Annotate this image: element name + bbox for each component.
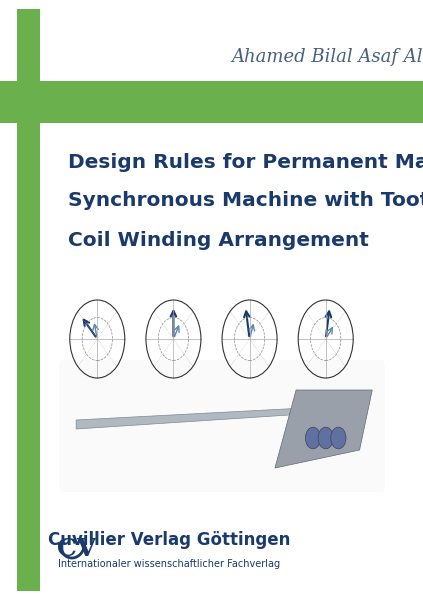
Circle shape — [305, 427, 321, 449]
Text: Coil Winding Arrangement: Coil Winding Arrangement — [68, 230, 368, 250]
Text: CV: CV — [57, 537, 96, 561]
Text: Cuvillier Verlag Göttingen: Cuvillier Verlag Göttingen — [48, 531, 290, 549]
Bar — [17, 123, 40, 591]
Text: Synchronous Machine with Tooth: Synchronous Machine with Tooth — [68, 191, 423, 211]
Bar — [0, 81, 423, 123]
Polygon shape — [275, 390, 372, 468]
Circle shape — [318, 427, 333, 449]
Polygon shape — [76, 408, 305, 429]
Circle shape — [331, 427, 346, 449]
Text: Internationaler wissenschaftlicher Fachverlag: Internationaler wissenschaftlicher Fachv… — [58, 559, 280, 569]
Bar — [17, 9, 40, 81]
Text: Ahamed Bilal Asaf Ali: Ahamed Bilal Asaf Ali — [231, 48, 423, 66]
FancyBboxPatch shape — [59, 360, 385, 492]
Text: Design Rules for Permanent Magnet: Design Rules for Permanent Magnet — [68, 152, 423, 172]
